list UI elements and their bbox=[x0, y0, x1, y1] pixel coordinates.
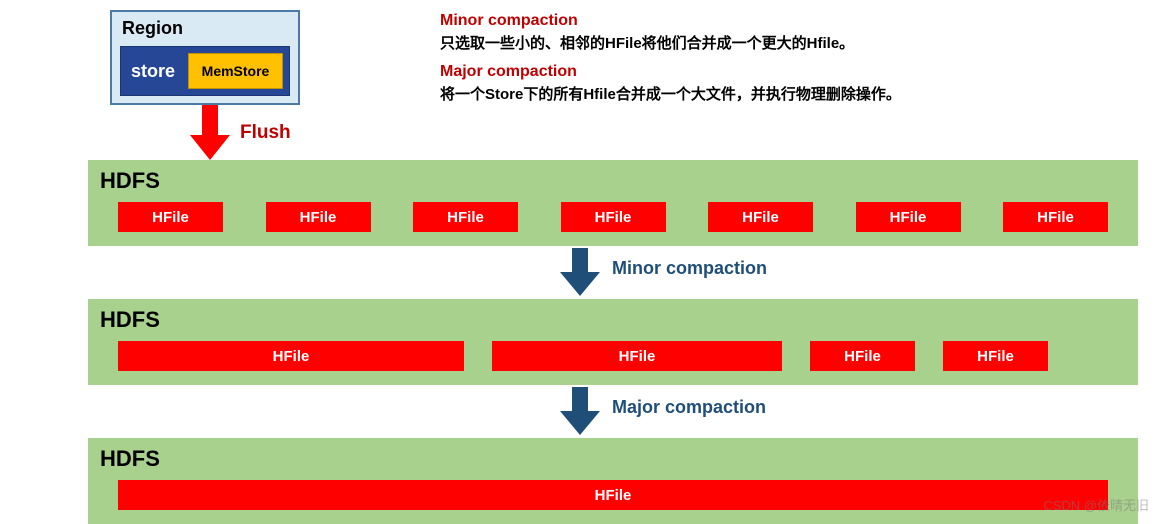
major-text: 将一个Store下的所有Hfile合并成一个大文件，并执行物理删除操作。 bbox=[440, 83, 1100, 104]
hfile-box: HFile bbox=[492, 341, 782, 371]
hfile-box: HFile bbox=[118, 202, 223, 232]
hfile-box: HFile bbox=[118, 480, 1108, 510]
hdfs-block-1: HDFS HFile HFile HFile HFile HFile HFile HFile bbox=[88, 160, 1138, 246]
hfile-box: HFile bbox=[943, 341, 1048, 371]
major-heading: Major compaction bbox=[440, 63, 1100, 81]
hdfs-title-3: HDFS bbox=[100, 446, 1126, 472]
minor-heading: Minor compaction bbox=[440, 12, 1100, 30]
hfile-box: HFile bbox=[118, 341, 464, 371]
hdfs-block-3: HDFS HFile bbox=[88, 438, 1138, 524]
hfile-box: HFile bbox=[413, 202, 518, 232]
hfile-box: HFile bbox=[266, 202, 371, 232]
flush-label: Flush bbox=[240, 122, 291, 144]
memstore-label: MemStore bbox=[202, 63, 270, 79]
minor-text: 只选取一些小的、相邻的HFile将他们合并成一个更大的Hfile。 bbox=[440, 32, 1100, 53]
watermark: CSDN @依晴无旧 bbox=[1043, 495, 1149, 514]
description-block: Minor compaction 只选取一些小的、相邻的HFile将他们合并成一… bbox=[440, 12, 1100, 114]
major-compaction-arrow bbox=[560, 387, 600, 435]
hfile-box: HFile bbox=[810, 341, 915, 371]
hfile-box: HFile bbox=[1003, 202, 1108, 232]
hfile-row-3: HFile bbox=[100, 480, 1126, 510]
major-compaction-label: Major compaction bbox=[612, 397, 766, 418]
hdfs-block-2: HDFS HFile HFile HFile HFile bbox=[88, 299, 1138, 385]
hdfs-title-1: HDFS bbox=[100, 168, 1126, 194]
store-box: store MemStore bbox=[120, 46, 290, 96]
flush-arrow bbox=[190, 105, 230, 160]
region-box: Region store MemStore bbox=[110, 10, 300, 105]
store-label: store bbox=[131, 61, 175, 82]
memstore-box: MemStore bbox=[188, 53, 283, 89]
minor-compaction-label: Minor compaction bbox=[612, 258, 767, 279]
hfile-row-1: HFile HFile HFile HFile HFile HFile HFile bbox=[100, 202, 1126, 232]
hfile-box: HFile bbox=[856, 202, 961, 232]
hfile-box: HFile bbox=[708, 202, 813, 232]
hdfs-title-2: HDFS bbox=[100, 307, 1126, 333]
hfile-box: HFile bbox=[561, 202, 666, 232]
minor-compaction-arrow bbox=[560, 248, 600, 296]
region-title: Region bbox=[122, 18, 288, 39]
hfile-row-2: HFile HFile HFile HFile bbox=[100, 341, 1126, 371]
